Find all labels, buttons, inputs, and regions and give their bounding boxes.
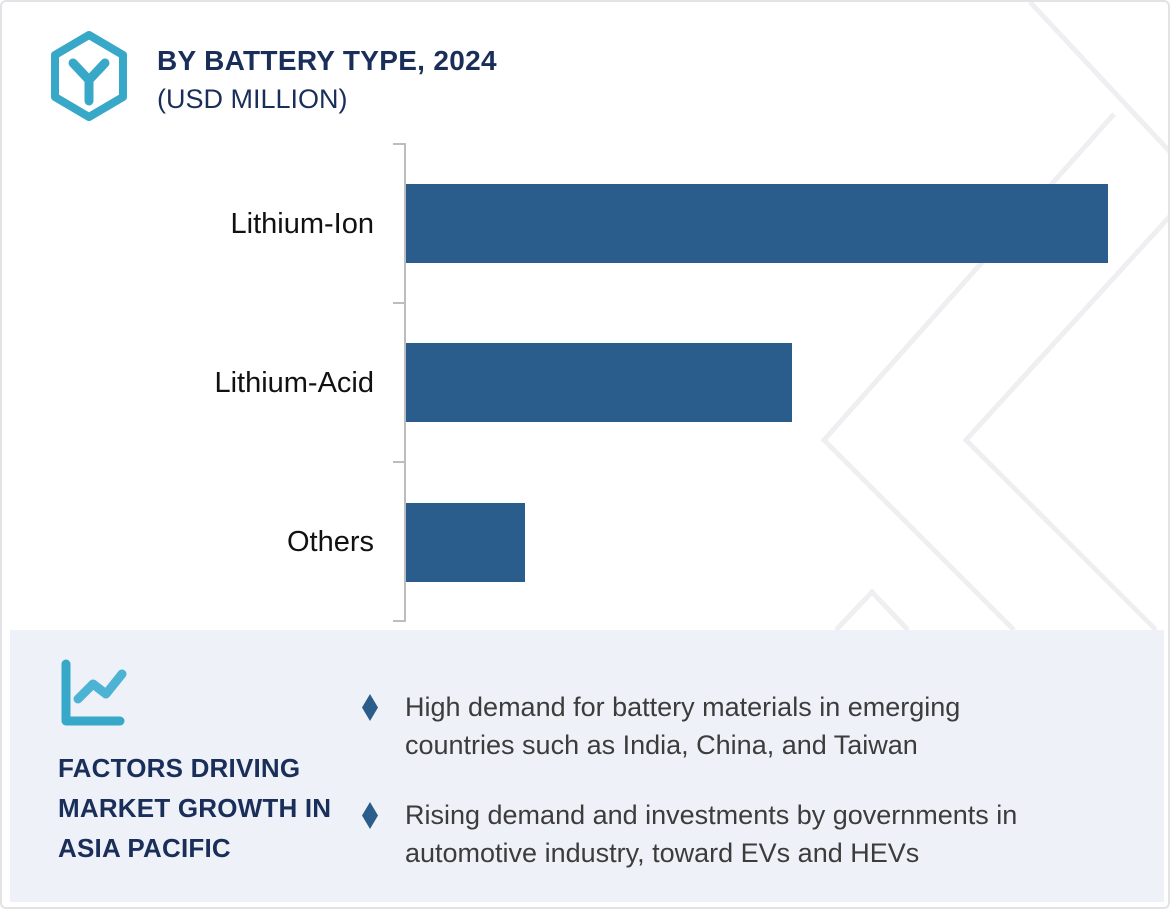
bar-lithium-acid xyxy=(406,343,792,423)
diamond-bullet-icon xyxy=(362,802,378,829)
line-chart-icon xyxy=(61,659,127,726)
bar-lithium-ion xyxy=(406,184,1108,264)
y-axis-line xyxy=(404,143,406,622)
axis-tick xyxy=(393,461,405,463)
factors-list: High demand for battery materials in eme… xyxy=(362,688,1017,872)
category-label: Others xyxy=(286,526,374,559)
axis-tick xyxy=(393,143,405,145)
chart-title: BY BATTERY TYPE, 2024 xyxy=(157,45,497,76)
axis-tick xyxy=(393,302,405,304)
category-label: Lithium-Acid xyxy=(214,366,374,399)
factor-text-line: automotive industry, toward EVs and HEVs xyxy=(405,838,920,868)
factor-item: Rising demand and investments by governm… xyxy=(362,796,1017,872)
axis-tick xyxy=(393,620,405,622)
factors-heading: FACTORS DRIVING MARKET GROWTH IN ASIA PA… xyxy=(58,753,332,863)
chart-subtitle: (USD MILLION) xyxy=(157,84,348,114)
factor-text-line: High demand for battery materials in eme… xyxy=(405,692,961,722)
diamond-bullet-icon xyxy=(362,694,378,721)
bar-others xyxy=(406,502,525,582)
factor-text-line: countries such as India, China, and Taiw… xyxy=(405,730,918,760)
factor-item: High demand for battery materials in eme… xyxy=(362,688,1017,764)
factors-panel: FACTORS DRIVING MARKET GROWTH IN ASIA PA… xyxy=(10,630,1164,902)
factor-text-line: Rising demand and investments by governm… xyxy=(405,800,1018,830)
category-label: Lithium-Ion xyxy=(230,207,374,240)
brand-logo-icon xyxy=(51,31,127,121)
